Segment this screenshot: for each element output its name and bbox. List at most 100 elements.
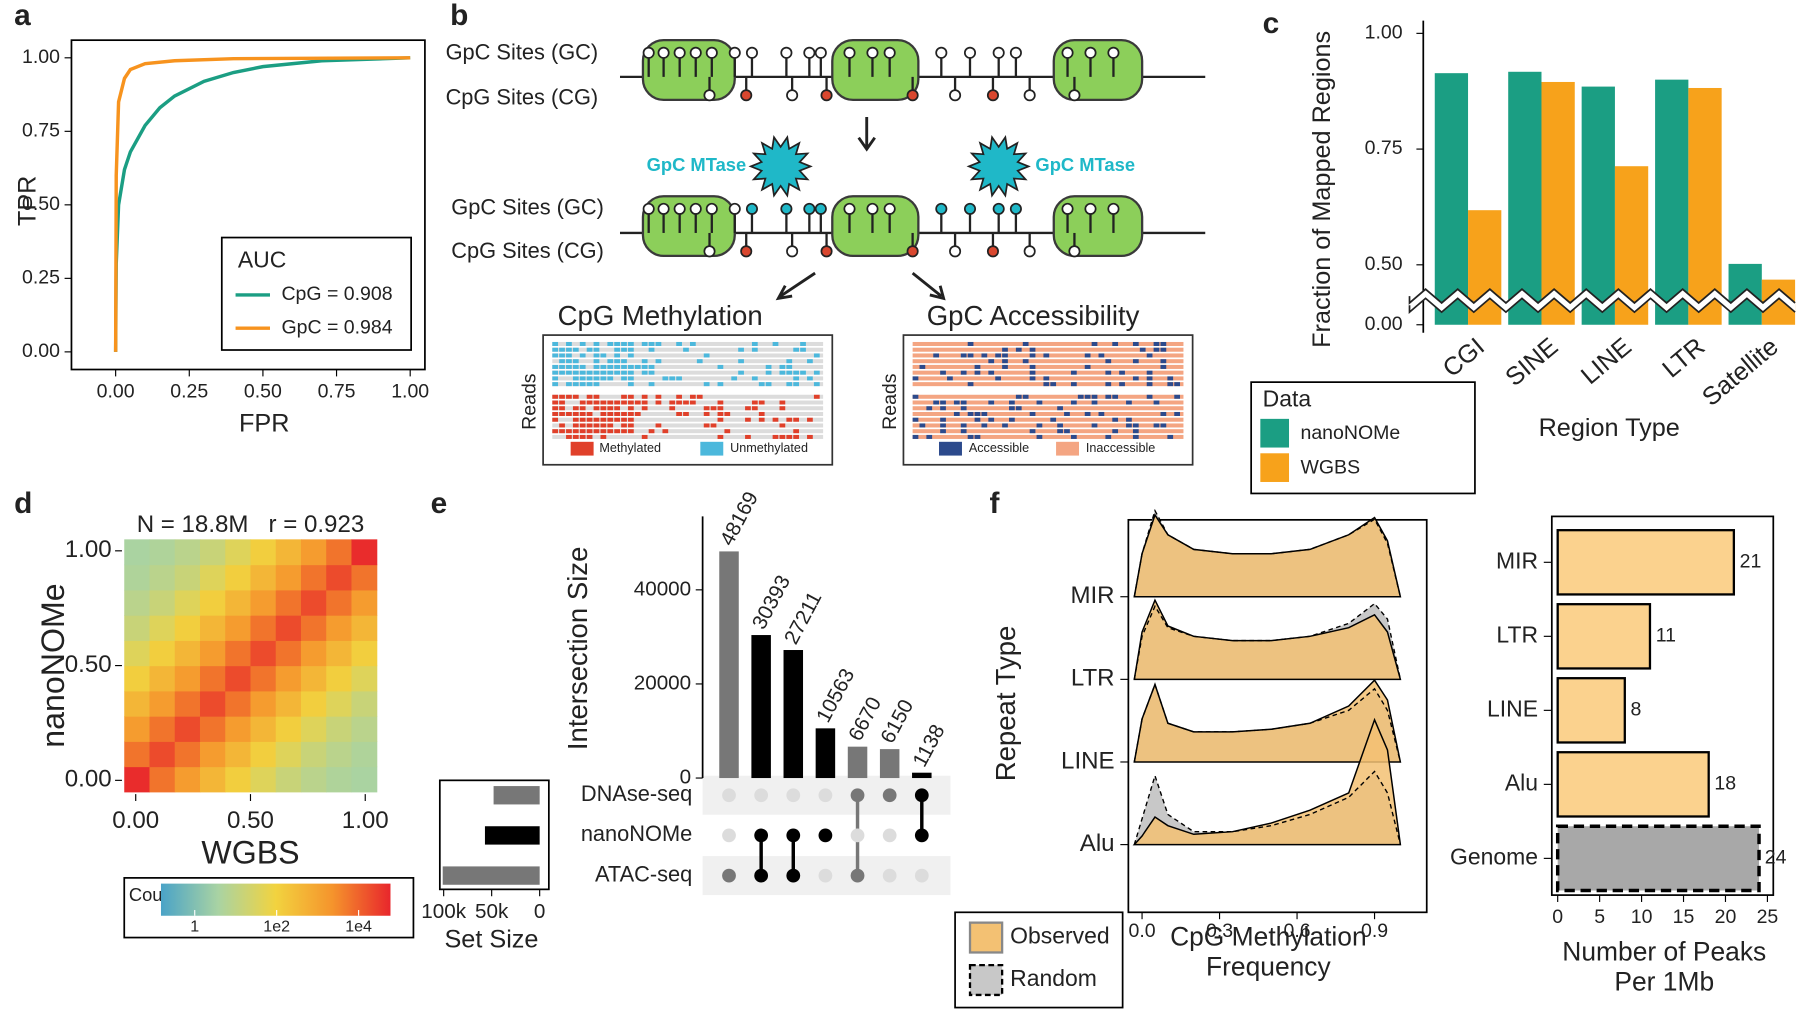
- read-site: [607, 417, 614, 422]
- y-axis-label: Repeat Type: [990, 626, 1021, 782]
- legend-swatch: [700, 441, 724, 456]
- heat-cell: [326, 640, 353, 667]
- read-site: [586, 434, 593, 439]
- read-site: [586, 429, 593, 434]
- read-site: [786, 359, 793, 364]
- read: [912, 406, 1184, 411]
- read-site: [1105, 394, 1112, 399]
- observed-area: [1132, 717, 1402, 846]
- read-site: [717, 411, 724, 416]
- x-tick-label: 15: [1673, 906, 1695, 928]
- heat-cell: [199, 589, 226, 616]
- value-label: 18: [1714, 773, 1736, 795]
- read-site: [953, 411, 960, 416]
- legend-label: WGBS: [1300, 456, 1360, 478]
- read-site: [786, 382, 793, 387]
- heat-cell: [124, 665, 151, 692]
- y-tick-label: 0.50: [22, 193, 60, 215]
- gpc-label: GpC Sites (GC): [451, 195, 604, 220]
- cpg-label: CpG Sites (CG): [446, 84, 599, 109]
- read-site: [947, 376, 953, 381]
- read-site: [1174, 411, 1181, 416]
- x-tick-label: 0.25: [170, 381, 208, 403]
- read-site: [974, 411, 981, 416]
- x-tick-label: 0.9: [1361, 920, 1388, 942]
- axis-break-edge: [1408, 288, 1796, 305]
- read-site: [593, 423, 600, 428]
- read: [912, 341, 1184, 346]
- matrix-dot: [786, 788, 801, 803]
- y-tick-label: 0.75: [22, 119, 60, 141]
- read-site: [579, 364, 586, 369]
- read-site: [559, 394, 565, 399]
- read-site: [1002, 353, 1008, 358]
- gpc-site: [1084, 202, 1097, 215]
- read-site: [1029, 411, 1036, 416]
- value-label: 24: [1765, 847, 1787, 869]
- read-site: [689, 394, 696, 399]
- read-site: [593, 353, 600, 358]
- x-tick-label: 0.75: [318, 381, 356, 403]
- read-site: [614, 364, 620, 369]
- heat-cell: [149, 690, 176, 717]
- read-site: [676, 376, 682, 381]
- gpc-site: [1107, 46, 1120, 59]
- heat-cell: [351, 640, 378, 667]
- heat-cell: [351, 539, 378, 566]
- x-tick-label: 0.6: [1283, 920, 1310, 942]
- read-site: [731, 376, 738, 381]
- read-site: [1160, 364, 1167, 369]
- heat-cell: [300, 716, 327, 742]
- read: [912, 347, 1184, 352]
- gpc-site: [803, 46, 816, 59]
- read-site: [703, 382, 710, 387]
- read-site: [988, 400, 995, 405]
- read-site: [628, 376, 634, 381]
- heat-cell: [351, 615, 378, 641]
- read: [912, 429, 1184, 434]
- read-site: [628, 423, 634, 428]
- heat-cell: [275, 716, 302, 742]
- read-site: [926, 406, 933, 411]
- panel-label: f: [990, 487, 1000, 520]
- heat-cell: [174, 665, 201, 692]
- read-site: [566, 370, 572, 375]
- read-site: [593, 364, 600, 369]
- cpg-site: [906, 89, 919, 102]
- read-site: [1002, 423, 1008, 428]
- read-site: [1084, 394, 1091, 399]
- x-tick-label: 0.00: [97, 381, 135, 403]
- read-site: [593, 370, 600, 375]
- read-site: [940, 417, 946, 422]
- read-site: [593, 429, 600, 434]
- read-site: [628, 429, 634, 434]
- heat-cell: [174, 741, 201, 768]
- read-site: [696, 359, 703, 364]
- heat-cell: [225, 690, 252, 717]
- read-site: [579, 429, 586, 434]
- cpg-site: [786, 245, 799, 258]
- heat-cell: [225, 716, 252, 742]
- read-site: [600, 376, 607, 381]
- read-site: [1050, 382, 1057, 387]
- observed-area: [1133, 513, 1402, 598]
- matrix-dot: [754, 868, 769, 883]
- read-site: [648, 364, 655, 369]
- x-tick-label: 1.00: [391, 381, 429, 403]
- heat-cell: [326, 589, 353, 616]
- read-site: [641, 341, 648, 346]
- colorbar-tick-label: 1e2: [263, 917, 290, 935]
- y-tick-label: 0.75: [1365, 137, 1403, 159]
- read-site: [793, 429, 800, 434]
- read-site: [586, 417, 593, 422]
- x-tick-label: 0: [534, 900, 545, 923]
- x-tick-label: LTR: [1657, 333, 1710, 384]
- read-site: [772, 341, 779, 346]
- read-site: [552, 417, 559, 422]
- read-site: [586, 347, 593, 352]
- read-site: [1070, 400, 1077, 405]
- heat-cell: [326, 615, 353, 641]
- gpc-site: [642, 202, 655, 215]
- reads-label: Reads: [879, 373, 901, 430]
- set-size-bar: [442, 866, 540, 885]
